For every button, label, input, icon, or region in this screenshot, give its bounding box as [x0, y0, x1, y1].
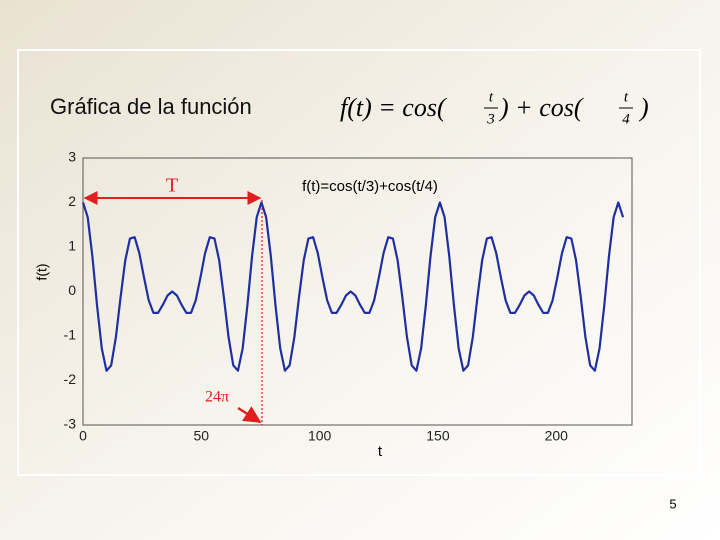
formula-num: t [489, 89, 494, 105]
y-tick-label: -3 [64, 416, 77, 432]
formula: f(t) = cos( t 3 ) + cos( t 4 ) [340, 89, 649, 127]
plot-area [82, 157, 633, 426]
x-tick-label: 100 [308, 428, 332, 444]
series-label: f(t)=cos(t/3)+cos(t/4) [302, 178, 438, 195]
y-tick-label: -2 [64, 371, 77, 387]
formula-num: t [624, 89, 629, 105]
formula-end: ) [638, 93, 649, 122]
x-tick-label: 50 [194, 428, 210, 444]
formula-den: 3 [486, 111, 495, 127]
page-number: 5 [669, 496, 676, 511]
period-label: T [166, 175, 178, 197]
y-tick-label: 2 [68, 193, 76, 209]
formula-lhs: f(t) = cos( [340, 93, 447, 122]
y-tick-label: 3 [68, 149, 76, 165]
y-tick-label: -1 [64, 327, 77, 343]
y-axis-label: f(t) [34, 263, 50, 280]
formula-den: 4 [622, 111, 630, 127]
x-tick-label: 0 [79, 428, 87, 444]
title: Gráfica de la función [50, 94, 252, 119]
plot: -3 -2 -1 0 1 2 3 0 50 100 150 200 f(t)=cos(t/3)+cos(… [64, 149, 625, 444]
y-tick-label: 1 [68, 238, 76, 254]
x-tick-label: 150 [426, 428, 450, 444]
formula-mid: ) + cos( [498, 93, 584, 122]
frame [17, 49, 701, 476]
series-line [81, 201, 625, 372]
period-pointer [237, 406, 262, 424]
x-tick-label: 200 [545, 428, 569, 444]
y-tick-label: 0 [68, 282, 76, 298]
x-axis-label: t [378, 443, 383, 460]
period-value: 24π [205, 389, 229, 406]
